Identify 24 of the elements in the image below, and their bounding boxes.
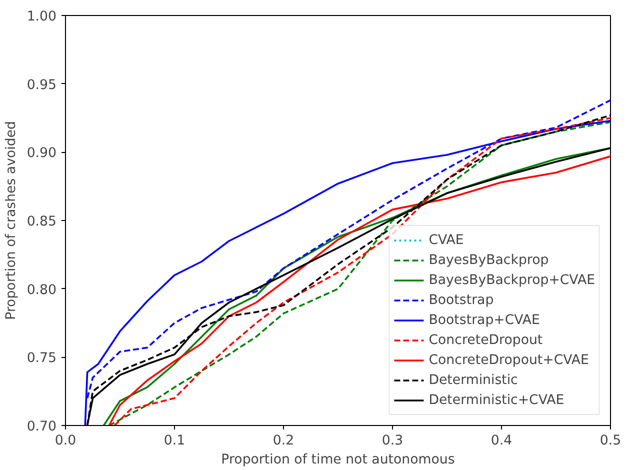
y-tick-label: 0.70	[26, 420, 57, 434]
legend-label: BayesByBackprop	[428, 252, 549, 268]
legend-label: ConcreteDropout	[428, 332, 543, 348]
x-tick-label: 0.4	[490, 434, 512, 448]
x-tick-label: 0.5	[600, 434, 622, 448]
y-tick-label: 0.95	[26, 78, 57, 93]
x-tick-label: 0.3	[382, 434, 404, 448]
x-tick-label: 0.2	[272, 434, 294, 448]
y-tick-label: 0.75	[26, 351, 57, 366]
y-tick-label: 0.90	[26, 146, 57, 162]
legend-label: BayesByBackprop+CVAE	[428, 272, 595, 288]
y-tick-label: 1.00	[26, 10, 57, 24]
legend-label: Bootstrap	[428, 292, 494, 308]
x-axis-title: Proportion of time not autonomous	[221, 452, 455, 468]
legend-label: Bootstrap+CVAE	[428, 312, 540, 328]
y-axis-title: Proportion of crashes avoided	[4, 121, 19, 320]
legend-label: ConcreteDropout+CVAE	[428, 352, 589, 368]
y-tick-label: 0.80	[26, 282, 57, 298]
legend-label: CVAE	[428, 232, 464, 248]
y-tick-label: 0.85	[26, 214, 57, 230]
x-tick-label: 0.0	[54, 434, 76, 448]
x-tick-label: 0.1	[164, 434, 186, 448]
legend-label: Deterministic	[428, 372, 518, 388]
legend-label: Deterministic+CVAE	[428, 392, 564, 408]
